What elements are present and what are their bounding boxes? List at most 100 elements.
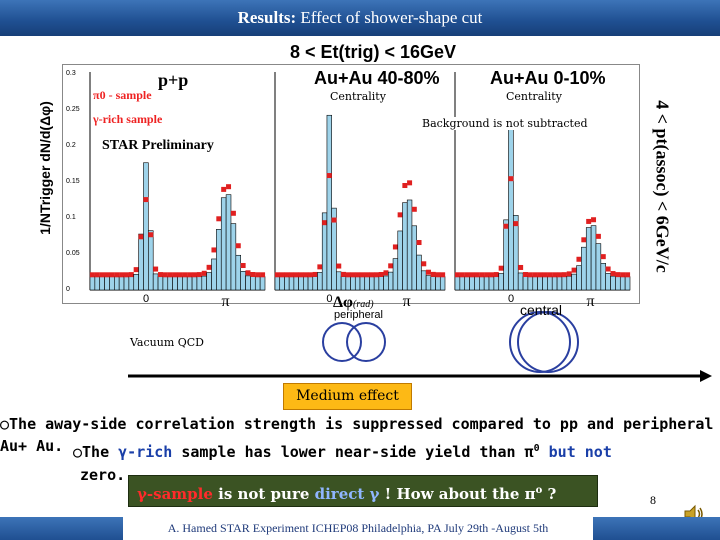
gamma-histogram-bar xyxy=(576,265,582,291)
gamma-histogram-bar xyxy=(517,272,524,291)
gamma-histogram-bar xyxy=(206,272,212,291)
x-axis-unit: (rad) xyxy=(353,299,374,310)
gamma-histogram-bar xyxy=(167,276,173,291)
gamma-histogram-bar xyxy=(547,276,553,291)
pi0-data-point xyxy=(317,264,323,270)
pi0-data-point xyxy=(561,272,567,278)
pi0-data-point xyxy=(148,232,154,238)
x-tick-zero: 0 xyxy=(508,293,514,305)
pi0-data-point xyxy=(440,272,446,278)
pi0-data-point xyxy=(571,267,577,273)
background-note: Background is not subtracted xyxy=(420,117,590,130)
pi0-data-point xyxy=(359,272,365,278)
vacuum-qcd: Vacuum QCD xyxy=(128,336,207,349)
gamma-histogram-bar xyxy=(104,276,110,291)
pi0-data-point xyxy=(430,271,436,277)
pi0-data-point xyxy=(537,272,543,278)
gamma-histogram-bar xyxy=(274,276,281,291)
gamma-histogram-bar xyxy=(240,271,246,291)
box-middle-text: is not pure xyxy=(212,485,315,503)
page-number: 8 xyxy=(650,493,656,507)
pi0-data-point xyxy=(350,272,356,278)
gamma-histogram-bar xyxy=(595,243,602,291)
gamma-histogram-bar xyxy=(619,276,626,291)
pi0-data-point xyxy=(260,272,266,278)
y-tick-label: 0.25 xyxy=(66,106,80,113)
y-tick-label: 0.15 xyxy=(66,178,80,185)
gamma-histogram-bar xyxy=(143,162,149,291)
pi0-data-point xyxy=(307,272,313,278)
footer-text: A. Hamed STAR Experiment ICHEP08 Philade… xyxy=(123,517,593,540)
pi0-data-point xyxy=(459,272,465,278)
pi0-data-point xyxy=(172,272,178,278)
peripheral-circle xyxy=(322,322,362,362)
pi0-data-point xyxy=(586,218,592,224)
gamma-histogram-bar xyxy=(303,276,309,291)
gamma-histogram-bar xyxy=(109,276,115,291)
gamma-histogram-bar xyxy=(279,276,285,291)
pi0-data-point xyxy=(340,271,346,277)
gamma-histogram-bar xyxy=(196,276,203,291)
gamma-histogram-bar xyxy=(605,273,611,291)
gamma-histogram-bar xyxy=(152,273,159,291)
pi0-data-point xyxy=(591,217,597,223)
pi0-data-point xyxy=(527,272,533,278)
gamma-histogram-bar xyxy=(513,215,519,291)
centrality-note-2: Centrality xyxy=(504,90,564,103)
pi0-data-point xyxy=(289,272,295,278)
gamma-histogram-bar xyxy=(94,276,101,291)
gamma-histogram-bar xyxy=(551,276,558,291)
central-circle xyxy=(517,311,579,373)
gamma-histogram-bar xyxy=(581,246,587,291)
gamma-histogram-bar xyxy=(527,276,534,291)
pi0-data-point xyxy=(345,272,351,278)
pi0-data-point xyxy=(469,272,475,278)
gamma-histogram-bar xyxy=(406,199,413,291)
gamma-histogram-bar xyxy=(585,227,592,291)
gamma-histogram-bar xyxy=(615,276,621,291)
pi0-data-point xyxy=(513,221,519,227)
pi0-data-point xyxy=(326,173,332,179)
gamma-histogram-bar xyxy=(182,276,188,291)
gamma-histogram-bar xyxy=(172,276,178,291)
pi0-data-point xyxy=(374,272,380,278)
pi0-data-point xyxy=(94,272,100,278)
gamma-histogram-bar xyxy=(397,230,403,291)
gamma-histogram-bar xyxy=(235,254,241,291)
pi0-data-point xyxy=(250,272,256,278)
central-label: central xyxy=(520,302,563,318)
gamma-histogram-bar xyxy=(435,276,441,291)
pi0-data-point xyxy=(99,272,105,278)
x-tick-zero: 0 xyxy=(326,293,332,305)
but-not-text: but not xyxy=(539,443,612,461)
x-tick-pi: π xyxy=(222,293,230,310)
gamma-histogram-bar xyxy=(354,276,361,291)
gamma-histogram-bar xyxy=(157,276,164,291)
pi0-superscript: 0 xyxy=(533,443,540,454)
gamma-histogram-bar xyxy=(421,270,427,291)
slide-title: Results: Effect of shower-shape cut xyxy=(0,0,720,36)
pi0-data-point xyxy=(312,271,318,277)
pi0-data-point xyxy=(331,217,337,223)
pi0-data-point xyxy=(255,272,261,278)
pi0-data-point xyxy=(378,271,384,277)
gamma-histogram-bar xyxy=(369,276,375,291)
pi0-data-point xyxy=(503,223,509,229)
gamma-histogram-bar xyxy=(537,276,543,291)
pi0-data-point xyxy=(274,272,280,278)
gamma-histogram-bar xyxy=(388,271,394,291)
pi0-data-point xyxy=(177,272,183,278)
pi0-data-point xyxy=(104,272,110,278)
pi0-data-point xyxy=(235,243,241,249)
pi0-data-point xyxy=(221,186,227,192)
pi0-data-point xyxy=(128,272,134,278)
gamma-histogram-bar xyxy=(590,225,597,291)
centrality-note-1: Centrality xyxy=(328,90,388,103)
pi0-data-point xyxy=(279,272,285,278)
pi0-data-point xyxy=(542,272,548,278)
panel-title-peripheral: Au+Au 40-80% xyxy=(314,68,440,88)
gamma-histogram-bar xyxy=(416,254,422,291)
pi0-data-point xyxy=(488,272,494,278)
gamma-histogram-bar xyxy=(508,124,514,291)
pi0-data-point xyxy=(157,272,163,278)
